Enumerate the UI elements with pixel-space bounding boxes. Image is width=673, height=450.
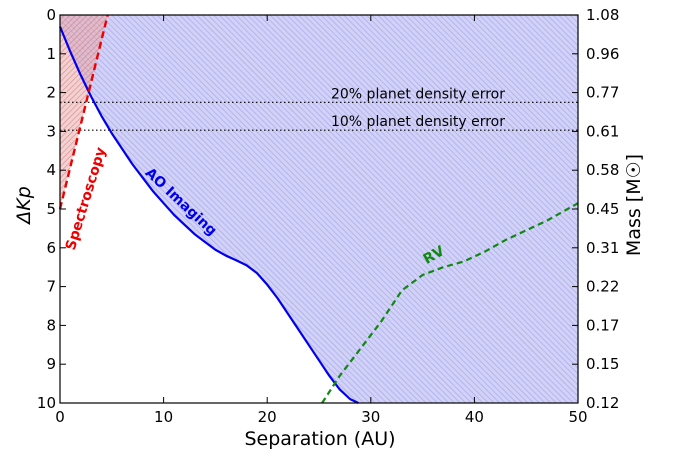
- y-tick-label-7: 7: [46, 278, 56, 296]
- y-axis-label-right: Mass [M☉]: [623, 154, 645, 256]
- right-tick-label-0: 1.08: [586, 6, 619, 24]
- x-tick-label-0: 0: [55, 408, 65, 426]
- y-tick-label-1: 1: [46, 45, 56, 63]
- x-axis-label: Separation (AU): [244, 428, 395, 450]
- y-tick-label-9: 9: [46, 355, 56, 373]
- y-tick-label-0: 0: [46, 6, 56, 24]
- ao-imaging-line: [58, 26, 359, 404]
- y-tick-label-10: 10: [37, 394, 56, 412]
- right-tick-label-10: 0.12: [586, 394, 619, 412]
- x-tick-label-10: 10: [154, 408, 173, 426]
- right-tick-label-3: 0.61: [586, 122, 619, 140]
- y-tick-label-3: 3: [46, 122, 56, 140]
- right-tick-label-1: 0.96: [586, 45, 619, 63]
- y-axis-label-left: ΔKp: [13, 186, 35, 226]
- y-tick-label-8: 8: [46, 316, 56, 334]
- y-tick-label-4: 4: [46, 161, 56, 179]
- right-tick-label-2: 0.77: [586, 84, 619, 102]
- ao-imaging-region: [60, 15, 578, 403]
- right-tick-label-8: 0.17: [586, 316, 619, 334]
- x-tick-label-40: 40: [465, 408, 484, 426]
- y-tick-label-2: 2: [46, 84, 56, 102]
- y-tick-label-6: 6: [46, 239, 56, 257]
- fill-regions: [60, 15, 578, 403]
- density-error-label-1: 20% planet density error: [331, 86, 505, 102]
- axis-ticks: 0 10 20 30 40 500123456789101.080.960.770.610…: [37, 6, 620, 426]
- spectroscopy-line: [58, 14, 109, 210]
- right-tick-label-7: 0.22: [586, 278, 619, 296]
- rv-line: [321, 202, 579, 404]
- x-tick-label-50: 50: [568, 408, 587, 426]
- right-tick-label-5: 0.45: [586, 200, 619, 218]
- x-tick-label-30: 30: [361, 408, 380, 426]
- density-error-lines: 20% planet density error 10% planet densi…: [60, 86, 578, 131]
- right-tick-label-4: 0.58: [586, 161, 619, 179]
- right-tick-label-9: 0.15: [586, 355, 619, 373]
- x-tick-label-20: 20: [258, 408, 277, 426]
- density-error-label-2: 10% planet density error: [331, 114, 505, 130]
- right-tick-label-6: 0.31: [586, 239, 619, 257]
- y-tick-label-5: 5: [46, 200, 56, 218]
